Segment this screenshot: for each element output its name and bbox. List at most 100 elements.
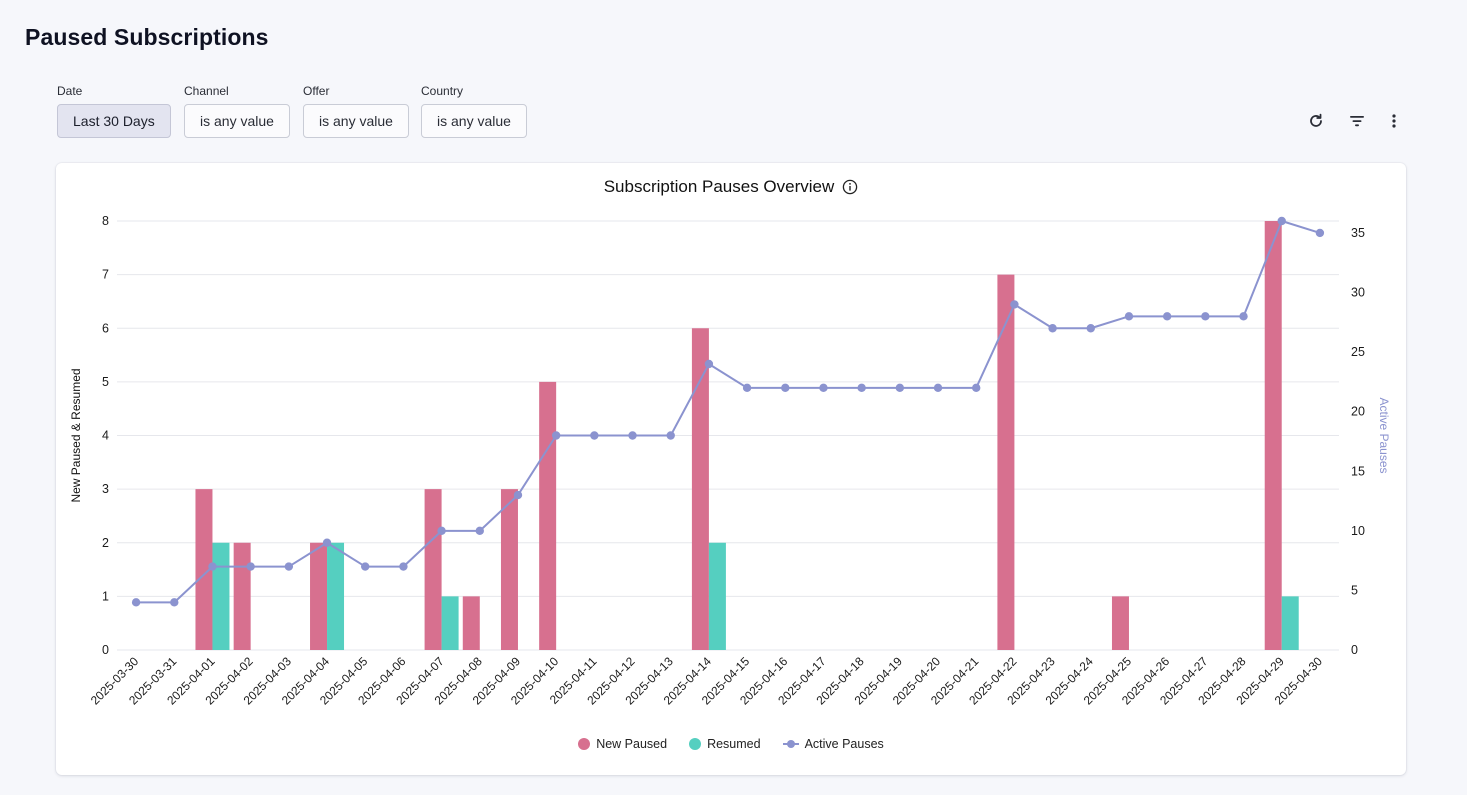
active-pauses-point — [1124, 312, 1134, 321]
active-pauses-line — [136, 220, 1321, 604]
bar-resumed — [1281, 596, 1299, 650]
y-tick-label: 5 — [102, 375, 109, 389]
active-pauses-point — [742, 383, 752, 393]
resumed-swatch — [689, 738, 702, 750]
y-tick-label: 4 — [102, 429, 109, 443]
y-tick-label: 3 — [102, 482, 109, 496]
bar-new-paused — [1264, 221, 1282, 650]
legend-item-resumed[interactable]: Resumed — [689, 737, 761, 751]
y-tick-label: 6 — [102, 321, 109, 335]
bar-new-paused — [539, 381, 557, 650]
y2-tick-label: 35 — [1351, 226, 1365, 240]
bar-resumed — [212, 542, 230, 650]
active-pauses-point — [781, 383, 790, 393]
bar-resumed — [708, 542, 726, 650]
active-pauses-point — [1086, 324, 1095, 333]
chart-title-row: Subscription Pauses Overview — [56, 177, 1406, 197]
info-icon[interactable] — [842, 179, 858, 195]
active-pauses-point — [1201, 312, 1210, 321]
filter-label: Offer — [303, 84, 330, 98]
y-tick-label: 8 — [102, 214, 109, 228]
filter-country: Country is any value — [421, 84, 527, 138]
legend-label: Resumed — [707, 737, 761, 751]
legend-label: New Paused — [596, 737, 668, 751]
active-pauses-point — [1048, 324, 1057, 333]
bar-new-paused — [310, 542, 328, 650]
y2-tick-label: 15 — [1351, 464, 1365, 478]
y2-tick-label: 5 — [1351, 583, 1358, 597]
legend-item-active-pauses[interactable]: Active Pauses — [782, 737, 884, 751]
active-pauses-point — [361, 562, 370, 571]
bar-new-paused — [233, 542, 251, 650]
bar-new-paused — [691, 328, 709, 650]
bar-new-paused — [424, 489, 442, 650]
y2-tick-label: 10 — [1351, 524, 1365, 538]
y2-axis-title: Active Pauses — [1377, 397, 1391, 473]
active-pauses-point — [551, 431, 561, 440]
bar-new-paused — [195, 489, 213, 650]
chart-canvas: 0 1 2 3 4 5 6 7 8 0 5 10 15 20 25 30 35 New Paused & Resu… — [69, 214, 1391, 708]
active-pauses-point — [131, 598, 141, 607]
filter-label: Country — [421, 84, 464, 98]
bar-resumed — [441, 596, 459, 650]
page-title: Paused Subscriptions — [25, 24, 269, 50]
filter-offer: Offer is any value — [303, 84, 409, 138]
filter-icon[interactable] — [1345, 109, 1369, 133]
bar-new-paused — [1111, 596, 1129, 650]
active-pauses-point — [590, 431, 599, 440]
chart-title: Subscription Pauses Overview — [603, 177, 835, 196]
active-pauses-point — [857, 383, 866, 393]
bar-new-paused — [462, 596, 480, 650]
active-pauses-point — [933, 383, 943, 393]
active-pauses-point — [437, 526, 446, 536]
y2-tick-label: 30 — [1351, 286, 1365, 300]
active-pauses-point — [284, 562, 294, 571]
active-pauses-point — [628, 431, 637, 440]
more-vertical-icon[interactable] — [1382, 109, 1406, 133]
legend-item-new-paused[interactable]: New Paused — [578, 737, 667, 751]
filter-label: Date — [57, 84, 83, 98]
y2-tick-label: 25 — [1351, 345, 1365, 359]
bar-new-paused — [500, 489, 518, 650]
bar-resumed — [327, 542, 345, 650]
y-axis-title: New Paused & Resumed — [69, 368, 83, 502]
date-filter-button[interactable]: Last 30 Days — [57, 104, 171, 138]
offer-filter-button[interactable]: is any value — [303, 104, 409, 138]
active-pauses-point — [972, 383, 981, 393]
active-pauses-point — [475, 526, 484, 536]
legend-label: Active Pauses — [804, 737, 884, 751]
active-pauses-point — [1162, 312, 1172, 321]
active-pauses-point — [399, 562, 408, 571]
new-paused-swatch — [578, 738, 591, 750]
channel-filter-button[interactable]: is any value — [184, 104, 290, 138]
filter-label: Channel — [184, 84, 229, 98]
refresh-icon[interactable] — [1304, 109, 1328, 133]
chart-legend: New Paused Resumed Active Pauses — [56, 737, 1406, 751]
active-pauses-point — [246, 562, 255, 571]
y-tick-label: 0 — [102, 643, 109, 657]
y2-tick-label: 0 — [1351, 643, 1358, 657]
active-pauses-point — [704, 359, 714, 369]
active-pauses-swatch — [782, 738, 799, 750]
active-pauses-point — [208, 562, 217, 571]
country-filter-button[interactable]: is any value — [421, 104, 527, 138]
filter-date: Date Last 30 Days — [57, 84, 171, 138]
filter-channel: Channel is any value — [184, 84, 290, 138]
active-pauses-point — [170, 598, 179, 607]
y2-tick-label: 20 — [1351, 405, 1365, 419]
active-pauses-point — [1315, 228, 1325, 238]
active-pauses-point — [1239, 312, 1248, 321]
y-tick-label: 7 — [102, 268, 109, 282]
chart-card: Subscription Pauses Overview 0 1 2 3 4 5 6 7 8 0 5… — [56, 163, 1406, 775]
active-pauses-point — [1277, 216, 1286, 226]
y-tick-label: 2 — [102, 536, 109, 550]
active-pauses-point — [1010, 300, 1019, 309]
active-pauses-point — [666, 431, 675, 440]
bar-new-paused — [997, 274, 1015, 650]
y-tick-label: 1 — [102, 589, 109, 603]
active-pauses-point — [322, 538, 332, 547]
active-pauses-point — [513, 490, 523, 500]
active-pauses-point — [895, 383, 905, 393]
active-pauses-point — [819, 383, 828, 393]
